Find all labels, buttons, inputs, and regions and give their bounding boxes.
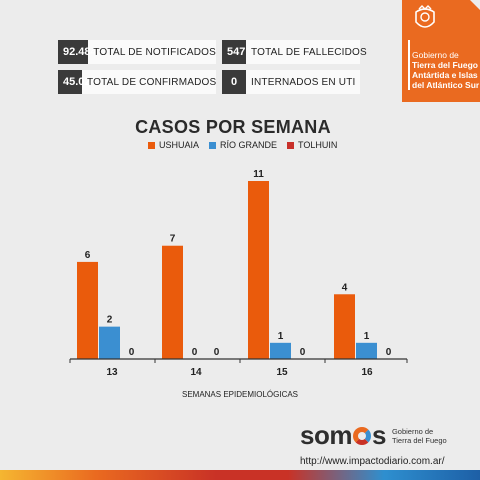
data-label: 0	[386, 347, 392, 358]
data-label: 1	[364, 331, 370, 342]
divider	[408, 40, 410, 90]
stat-value: 0	[222, 70, 246, 94]
x-tick-label: 15	[276, 367, 288, 378]
legend-item-ushuaia: USHUAIA	[148, 140, 199, 150]
data-label: 0	[300, 347, 306, 358]
bar-ushuaia	[248, 181, 269, 359]
somos-subtitle: Gobierno de Tierra del Fuego	[392, 427, 447, 445]
data-label: 7	[170, 234, 176, 245]
stat-label: INTERNADOS EN UTI	[251, 76, 356, 88]
stat-value: 547	[222, 40, 246, 64]
x-tick-label: 13	[106, 367, 118, 378]
data-label: 6	[85, 250, 91, 261]
coat-of-arms-icon	[415, 5, 435, 28]
x-tick-label: 16	[361, 367, 373, 378]
government-line: Tierra del Fuego	[412, 60, 478, 70]
legend-item-tolhuin: TOLHUIN	[287, 140, 337, 150]
stat-label: TOTAL DE CONFIRMADOS	[87, 76, 217, 88]
stat-value: 92.484	[58, 40, 97, 64]
somos-wordmark: som s	[300, 420, 386, 450]
chart-legend: USHUAIA RÍO GRANDE TOLHUIN	[148, 140, 337, 150]
legend-label: TOLHUIN	[298, 140, 338, 150]
x-axis-title: SEMANAS EPIDEMIOLÓGICAS	[182, 390, 298, 399]
somos-subtitle-line: Tierra del Fuego	[391, 435, 447, 445]
legend-label: USHUAIA	[159, 140, 200, 150]
chart-title: CASOS POR SEMANA	[135, 117, 331, 137]
bar-ushuaia	[77, 261, 98, 359]
legend-swatch	[209, 141, 217, 149]
bar-rogrande	[356, 342, 377, 359]
legend-item-rio-grande: RÍO GRANDE	[209, 140, 277, 150]
legend-swatch	[148, 141, 155, 149]
government-line: del Atlántico Sur	[412, 80, 480, 90]
somos-logo: som s Gobierno de Tierra del Fuego	[300, 420, 447, 451]
data-label: 2	[107, 315, 113, 326]
folded-corner	[470, 0, 480, 10]
data-label: 1	[278, 331, 284, 342]
somos-subtitle-line: Gobierno de	[391, 426, 434, 436]
government-line: Antártida e Islas	[412, 70, 478, 80]
government-badge: Gobierno de Tierra del Fuego Antártida e…	[402, 0, 480, 102]
stat-fallecidos: 547 TOTAL DE FALLECIDOS	[222, 40, 367, 64]
government-line: Gobierno de	[412, 50, 459, 60]
somos-o-icon	[352, 427, 371, 445]
data-label: 0	[129, 347, 135, 358]
bar-rogrande	[270, 342, 291, 359]
data-label: 0	[192, 347, 198, 358]
source-url: http://www.impactodiario.com.ar/	[300, 456, 445, 467]
stat-label: TOTAL DE FALLECIDOS	[251, 46, 367, 58]
stat-label: TOTAL DE NOTIFICADOS	[93, 46, 216, 58]
bar-ushuaia	[334, 294, 355, 359]
stat-confirmados: 45.024 TOTAL DE CONFIRMADOS	[58, 70, 216, 94]
data-label: 4	[342, 282, 348, 293]
government-text: Gobierno de Tierra del Fuego Antártida e…	[412, 50, 479, 90]
legend-label: RÍO GRANDE	[220, 140, 278, 150]
bar-rogrande	[99, 326, 120, 359]
legend-swatch	[287, 141, 295, 149]
bar-ushuaia	[162, 245, 183, 359]
data-label: 11	[253, 169, 264, 180]
x-tick-label: 14	[190, 367, 202, 378]
stat-uti: 0 INTERNADOS EN UTI	[222, 70, 360, 94]
stat-notificados: 92.484 TOTAL DE NOTIFICADOS	[58, 40, 216, 64]
data-label: 0	[214, 347, 220, 358]
color-stripe	[0, 470, 480, 480]
